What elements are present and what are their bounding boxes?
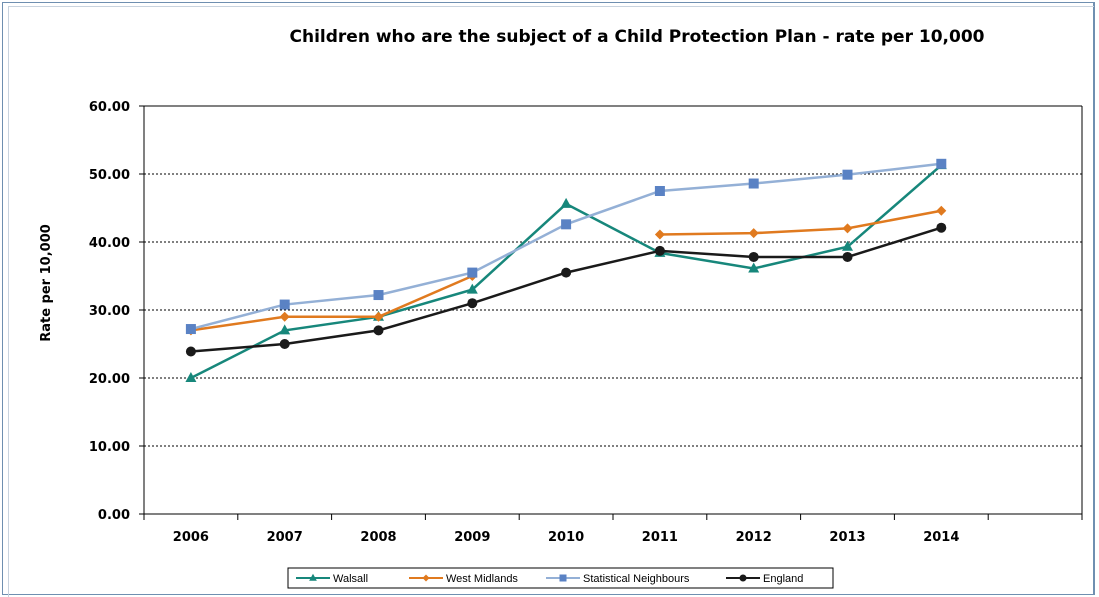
data-point <box>842 251 853 262</box>
data-point <box>560 197 572 208</box>
data-point <box>373 311 384 322</box>
series-line <box>659 209 942 236</box>
legend-marker <box>559 574 567 582</box>
data-point <box>466 283 478 294</box>
legend-label: England <box>763 573 803 585</box>
x-tick-label: 2008 <box>360 530 396 545</box>
data-point <box>748 178 759 189</box>
series-statistical-neighbours <box>185 158 947 335</box>
data-point <box>185 346 196 357</box>
y-tick-label: 40.00 <box>89 236 130 251</box>
legend-marker <box>739 574 747 582</box>
series-england <box>185 222 947 357</box>
y-tick-label: 50.00 <box>89 168 130 183</box>
x-tick-label: 2009 <box>454 530 490 545</box>
gridlines <box>144 173 1082 447</box>
series-lines <box>185 158 947 382</box>
y-tick-label: 0.00 <box>98 508 130 523</box>
chart-title: Children who are the subject of a Child … <box>290 27 985 47</box>
data-point <box>561 219 572 230</box>
data-point <box>842 169 853 180</box>
legend-label: Walsall <box>333 573 368 585</box>
legend-label: West Midlands <box>446 573 518 585</box>
data-point <box>279 299 290 310</box>
y-tick-label: 20.00 <box>89 372 130 387</box>
data-point <box>748 228 759 239</box>
data-point <box>467 298 478 309</box>
x-tick-label: 2012 <box>736 530 772 545</box>
y-tick-label: 30.00 <box>89 304 130 319</box>
legend-marker <box>422 574 430 582</box>
series-line <box>190 162 942 331</box>
x-tick-label: 2007 <box>267 530 303 545</box>
data-point <box>279 339 290 349</box>
legend-marker <box>309 573 317 581</box>
legend: Walsall West Midlands Statistical Neighbou… <box>287 567 834 589</box>
chart-frame-inner <box>8 6 1094 597</box>
data-point <box>654 245 665 256</box>
y-tick-label: 10.00 <box>89 440 130 455</box>
data-point <box>936 205 947 216</box>
data-point <box>842 223 853 234</box>
data-point <box>373 325 384 336</box>
y-tick-labels: 0.00 10.00 20.00 30.00 40.00 50.00 60.00 <box>89 100 130 523</box>
data-point <box>373 290 384 301</box>
data-point <box>654 186 665 196</box>
data-point <box>185 324 196 335</box>
data-point <box>561 267 572 278</box>
series-line <box>190 226 942 353</box>
data-point <box>654 229 665 240</box>
data-point <box>467 267 478 278</box>
data-point <box>279 311 290 322</box>
x-tick-labels: 2006 2007 2008 2009 2010 2011 2012 2013 2014 <box>173 530 960 545</box>
x-tick-label: 2013 <box>829 530 865 545</box>
legend-label: Statistical Neighbours <box>583 573 690 585</box>
data-point <box>936 222 947 233</box>
data-point <box>748 262 760 273</box>
x-tick-label: 2011 <box>642 530 678 545</box>
data-point <box>185 372 197 382</box>
y-axis-label: Rate per 10,000 <box>39 224 54 342</box>
series-line <box>190 274 473 332</box>
data-point <box>748 251 759 262</box>
x-tick-label: 2010 <box>548 530 584 545</box>
data-point <box>842 240 853 251</box>
y-tick-label: 60.00 <box>89 100 130 115</box>
axes <box>139 105 1083 520</box>
data-point <box>279 324 291 335</box>
x-tick-label: 2014 <box>923 530 959 545</box>
x-tick-label: 2006 <box>173 530 209 545</box>
data-point <box>936 158 947 169</box>
